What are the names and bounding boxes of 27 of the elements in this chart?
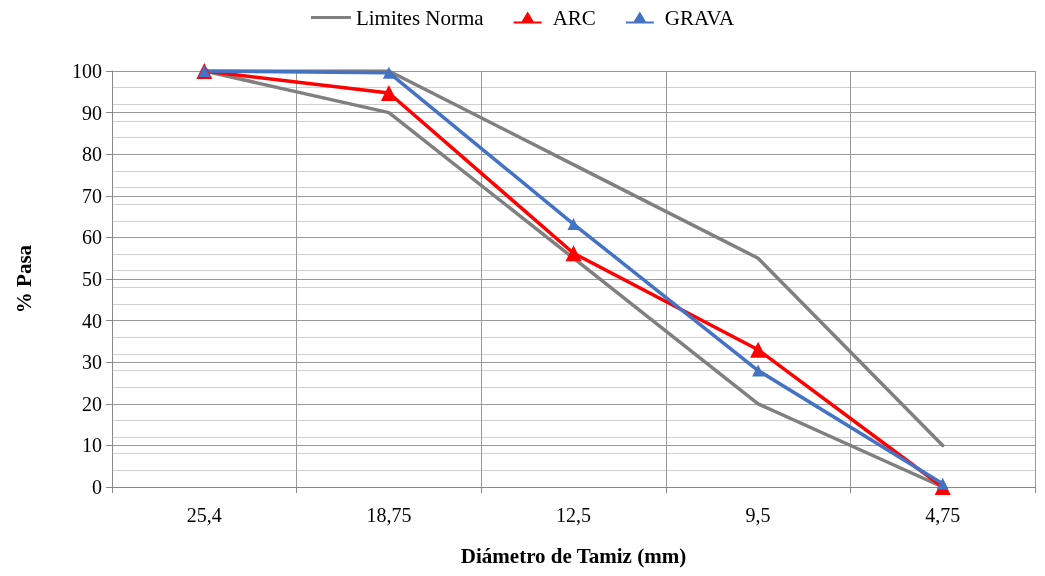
x-tick-label: 9,5: [745, 504, 771, 526]
legend-label: ARC: [552, 5, 596, 30]
point: [380, 85, 397, 102]
point: [565, 245, 582, 262]
y-tick-label: 0: [92, 476, 102, 498]
y-tick-label: 70: [82, 184, 102, 207]
x-tick-label: 4,75: [925, 504, 961, 526]
y-tick-label: 90: [82, 101, 102, 124]
x-tick-label: 12,5: [556, 504, 591, 526]
point: [382, 66, 395, 79]
legend-label: GRAVA: [664, 5, 735, 30]
point: [752, 364, 765, 377]
y-tick-label: 80: [82, 143, 102, 166]
legend-label: Limites Norma: [355, 5, 485, 30]
x-tick-label: 25,4: [186, 504, 222, 526]
y-tick-label: 50: [82, 268, 102, 290]
x-tick-label: 18,75: [366, 504, 412, 526]
y-axis-title: % Pasa: [11, 244, 36, 314]
y-tick-label: 40: [82, 309, 102, 332]
y-tick-label: 100: [72, 60, 102, 82]
x-axis-title: Diámetro de Tamiz (mm): [460, 543, 687, 568]
y-tick-label: 20: [82, 392, 102, 415]
point: [750, 341, 767, 358]
y-tick-label: 10: [82, 434, 102, 457]
point: [936, 477, 949, 490]
y-tick-label: 60: [82, 226, 102, 249]
y-tick-label: 30: [82, 351, 102, 374]
